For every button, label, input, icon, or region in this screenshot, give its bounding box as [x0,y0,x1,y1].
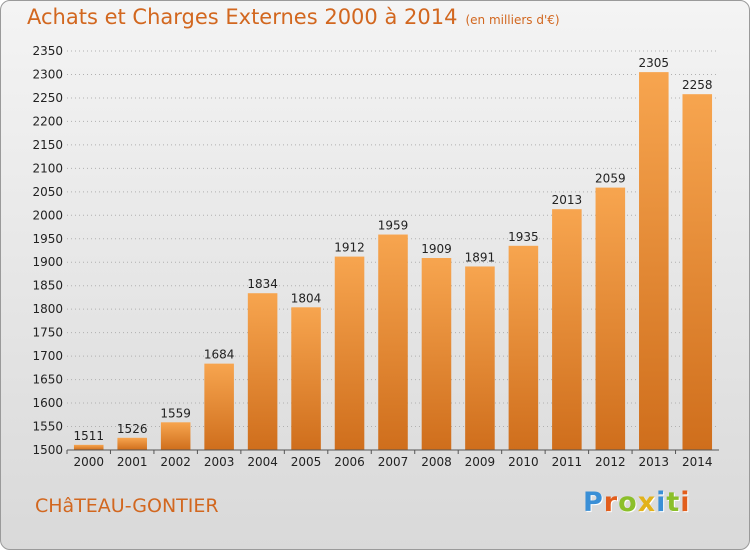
y-tick-label: 2000 [32,208,63,222]
x-tick-label: 2009 [465,455,496,469]
bar [508,245,539,450]
x-tick-label: 2014 [682,455,713,469]
data-label: 1511 [73,429,104,443]
title-text: Achats et Charges Externes 2000 à 2014 [27,5,458,29]
x-tick-label: 2001 [117,455,148,469]
data-label: 1959 [378,219,409,233]
y-tick-label: 2050 [32,185,63,199]
bar [595,187,626,450]
data-label: 2305 [639,56,670,70]
y-tick-label: 1550 [32,420,63,434]
chart-title: Achats et Charges Externes 2000 à 2014 (e… [27,5,560,29]
x-tick-label: 2013 [639,455,670,469]
y-tick-label: 1750 [32,326,63,340]
city-name: CHâTEAU-GONTIER [35,495,219,517]
logo-letter: r [603,487,619,518]
x-tick-label: 2004 [247,455,278,469]
x-tick-label: 2002 [160,455,191,469]
x-tick-label: 2011 [552,455,583,469]
x-tick-label: 2000 [73,455,104,469]
y-tick-label: 1500 [32,443,63,457]
data-label: 2059 [595,172,626,186]
data-label: 1804 [291,291,322,305]
bar [291,307,321,450]
proxiti-logo: Proxiti [583,487,691,518]
data-label: 2258 [682,78,713,92]
logo-letter: x [637,487,657,518]
bar [117,437,147,450]
y-tick-label: 1900 [32,255,63,269]
data-label: 2013 [552,193,583,207]
x-tick-label: 2012 [595,455,626,469]
bars [73,72,713,450]
y-tick-label: 1650 [32,373,63,387]
data-label: 1526 [117,422,148,436]
y-tick-label: 1850 [32,279,63,293]
x-tick-label: 2007 [378,455,409,469]
y-tick-label: 2100 [32,161,63,175]
bar [204,363,234,450]
bar [247,293,278,450]
x-tick-label: 2008 [421,455,452,469]
data-label: 1834 [247,277,278,291]
logo-letter: P [583,487,604,518]
bar [378,234,408,450]
y-tick-label: 2250 [32,91,63,105]
y-tick-label: 2200 [32,114,63,128]
data-labels: 1511 1526 1559 1684 1834 1804 1912 1959 1909 1891… [73,56,712,443]
y-tick-label: 1600 [32,396,63,410]
bar [334,256,365,450]
bar [73,444,104,450]
x-tick-label: 2003 [204,455,235,469]
bar [160,422,191,450]
x-tick-label: 2006 [334,455,365,469]
data-label: 1909 [421,242,452,256]
y-tick-label: 1700 [32,349,63,363]
y-tick-label: 1800 [32,302,63,316]
y-tick-label: 2150 [32,138,63,152]
data-label: 1891 [465,250,496,264]
y-axis-ticks: 1500 1550 1600 1650 1700 1750 1800 1850 1900 1950… [32,44,63,457]
logo-letter: i [656,487,667,518]
data-label: 1684 [204,348,235,362]
bar [639,72,669,450]
data-label: 1935 [508,230,539,244]
bar [552,209,582,450]
y-tick-label: 1950 [32,232,63,246]
y-tick-label: 2300 [32,67,63,81]
bar [421,258,452,450]
logo-letter: o [618,487,638,518]
data-label: 1559 [160,406,191,420]
x-axis-ticks: 2000 2001 2002 2003 2004 2005 2006 2007 2008 2009… [66,450,713,469]
logo-letter: t [666,487,681,518]
data-label: 1912 [334,241,365,255]
bar [465,266,495,450]
subtitle-text: (en milliers d'€) [465,13,560,27]
y-tick-label: 2350 [32,44,63,58]
logo-letter: i [680,487,691,518]
bar [682,94,713,450]
x-tick-label: 2010 [508,455,539,469]
x-tick-label: 2005 [291,455,322,469]
